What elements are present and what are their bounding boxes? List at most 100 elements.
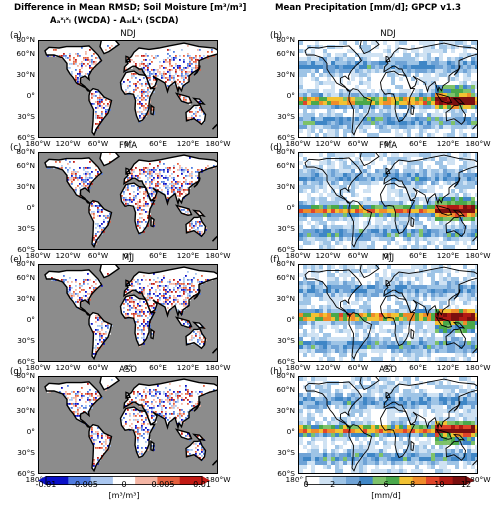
precip-cell bbox=[471, 205, 476, 210]
precip-cell bbox=[407, 301, 412, 306]
precip-cell bbox=[399, 177, 404, 182]
precip-cell bbox=[315, 221, 320, 226]
difference-dot bbox=[187, 113, 189, 115]
precip-cell bbox=[339, 133, 344, 137]
precip-cell bbox=[375, 237, 380, 242]
precip-cell bbox=[403, 241, 408, 246]
difference-dot bbox=[173, 191, 175, 193]
precip-cell bbox=[379, 89, 384, 94]
precip-cell bbox=[419, 61, 424, 66]
precip-cell bbox=[363, 225, 368, 230]
precip-cell bbox=[399, 77, 404, 82]
precip-cell bbox=[407, 273, 412, 278]
difference-dot bbox=[173, 279, 175, 281]
difference-dot bbox=[97, 225, 99, 227]
precip-cell bbox=[439, 161, 444, 166]
precip-cell bbox=[463, 165, 468, 170]
precip-cell bbox=[467, 281, 472, 286]
difference-dot bbox=[47, 55, 49, 57]
precip-cell bbox=[375, 225, 380, 230]
precip-cell bbox=[415, 185, 420, 190]
precip-cell bbox=[355, 293, 360, 298]
difference-dot bbox=[147, 171, 149, 173]
difference-dot bbox=[197, 111, 199, 113]
precip-cell bbox=[391, 109, 396, 114]
difference-dot bbox=[167, 193, 169, 195]
difference-dot bbox=[197, 289, 199, 291]
difference-dot bbox=[197, 57, 199, 59]
precip-cell bbox=[447, 41, 452, 46]
precip-cell bbox=[311, 101, 316, 106]
difference-dot bbox=[135, 73, 137, 75]
precip-cell bbox=[343, 97, 348, 102]
precip-cell bbox=[323, 297, 328, 302]
precip-cell bbox=[379, 305, 384, 310]
precip-cell bbox=[423, 221, 428, 226]
precip-cell bbox=[423, 293, 428, 298]
precip-cell bbox=[467, 121, 472, 126]
difference-dot bbox=[91, 205, 93, 207]
precip-cell bbox=[327, 185, 332, 190]
difference-dot bbox=[187, 271, 189, 273]
precip-cell bbox=[403, 93, 408, 98]
difference-dot bbox=[131, 79, 133, 81]
precip-cell bbox=[307, 321, 312, 326]
precip-cell bbox=[415, 249, 419, 250]
precip-cell bbox=[451, 309, 456, 314]
precip-cell bbox=[391, 225, 396, 230]
difference-dot bbox=[175, 193, 177, 195]
precip-cell bbox=[319, 53, 324, 58]
difference-dot bbox=[141, 105, 143, 107]
difference-dot bbox=[139, 179, 141, 181]
difference-dot bbox=[137, 81, 139, 83]
precip-cell bbox=[419, 293, 424, 298]
precip-cell bbox=[363, 293, 368, 298]
precip-cell bbox=[379, 321, 384, 326]
difference-dot bbox=[155, 75, 157, 77]
precip-cell bbox=[363, 133, 368, 137]
difference-dot bbox=[137, 279, 139, 281]
precip-cell bbox=[355, 49, 360, 54]
precip-cell bbox=[451, 157, 456, 162]
precip-cell bbox=[363, 53, 368, 58]
difference-dot bbox=[163, 75, 165, 77]
difference-dot bbox=[129, 177, 131, 179]
precip-cell bbox=[311, 213, 316, 218]
precip-cell bbox=[355, 269, 360, 274]
coastline bbox=[211, 347, 217, 354]
difference-dot bbox=[165, 187, 167, 189]
precip-cell bbox=[427, 193, 432, 198]
precip-cell bbox=[323, 293, 328, 298]
precip-cell bbox=[455, 81, 460, 86]
precip-cell bbox=[447, 305, 452, 310]
precip-cell bbox=[435, 169, 440, 174]
precip-cell bbox=[355, 317, 360, 322]
difference-dot bbox=[135, 89, 137, 91]
difference-dot bbox=[107, 215, 109, 217]
season-label: MJJ bbox=[381, 253, 395, 263]
difference-dot bbox=[89, 287, 91, 289]
precip-cell bbox=[387, 209, 392, 214]
difference-dot bbox=[51, 55, 53, 57]
precip-cell bbox=[323, 77, 328, 82]
precip-cell bbox=[435, 41, 440, 46]
precip-cell bbox=[455, 77, 460, 82]
precip-cell bbox=[379, 293, 384, 298]
precip-cell bbox=[427, 93, 432, 98]
precip-cell bbox=[435, 81, 440, 86]
difference-dot bbox=[161, 181, 163, 183]
difference-dot bbox=[155, 295, 157, 297]
precip-cell bbox=[427, 169, 432, 174]
difference-dot bbox=[109, 327, 111, 329]
precip-cell bbox=[451, 289, 456, 294]
difference-dot bbox=[129, 91, 131, 93]
precip-cell bbox=[367, 41, 372, 46]
difference-dot bbox=[103, 321, 105, 323]
precip-cell bbox=[475, 105, 477, 110]
difference-dot bbox=[79, 175, 81, 177]
difference-dot bbox=[199, 223, 201, 225]
difference-dot bbox=[155, 309, 157, 311]
difference-dot bbox=[155, 291, 157, 293]
difference-dot bbox=[187, 293, 189, 295]
precip-cell bbox=[467, 317, 472, 322]
